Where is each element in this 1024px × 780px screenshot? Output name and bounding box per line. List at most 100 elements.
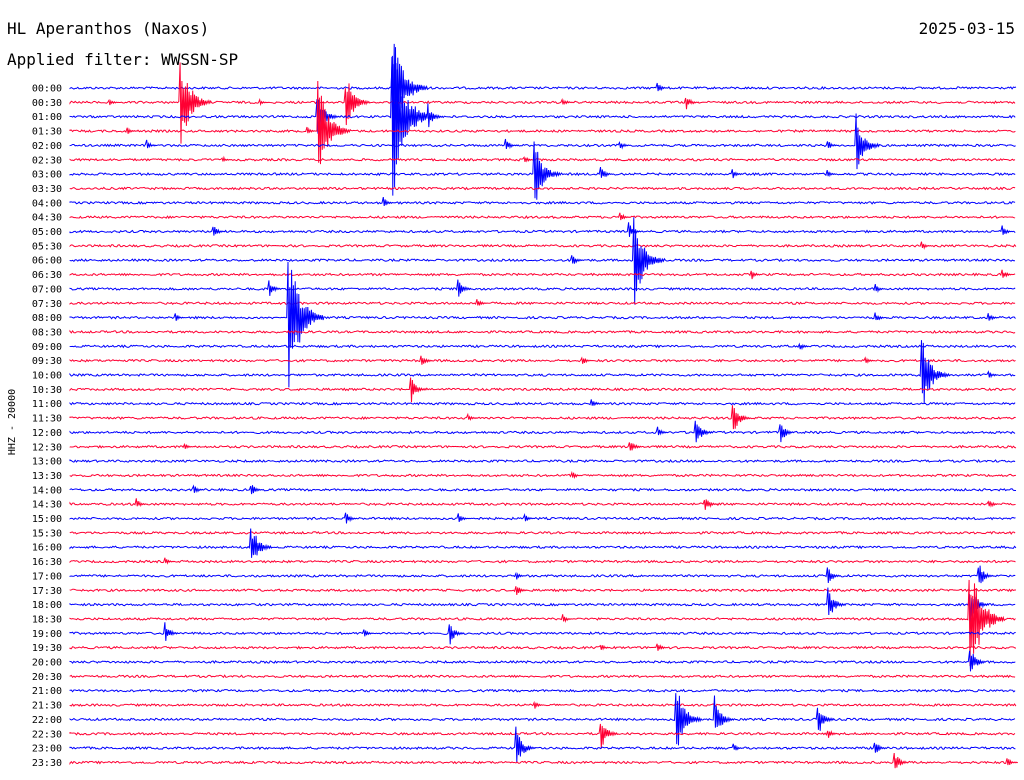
row-label: 04:30 — [32, 213, 62, 224]
trace-row-1730 — [69, 586, 1017, 596]
row-label: 15:00 — [32, 514, 62, 525]
row-label: 12:30 — [32, 442, 62, 453]
row-label: 17:00 — [32, 571, 62, 582]
trace-row-2100 — [69, 688, 1016, 693]
row-label: 08:30 — [32, 327, 62, 338]
trace-row-1200 — [69, 420, 1016, 443]
row-label: 04:00 — [32, 198, 62, 209]
trace-row-1600 — [69, 528, 1017, 558]
date-label: 2025-03-15 — [918, 19, 1015, 38]
row-label: 20:30 — [32, 672, 62, 683]
trace-row-1900 — [69, 622, 1016, 645]
trace-row-1430 — [69, 498, 1016, 510]
row-label: 07:00 — [32, 284, 62, 295]
trace-row-0500 — [69, 222, 1016, 237]
trace-row-1500 — [69, 512, 1016, 524]
trace-row-0600 — [69, 217, 1016, 305]
trace-row-0400 — [69, 196, 1016, 206]
station-title: HL Aperanthos (Naxos) — [7, 19, 210, 38]
row-label: 07:30 — [32, 299, 62, 310]
row-label: 00:00 — [32, 84, 62, 95]
row-label: 08:00 — [32, 313, 62, 324]
row-label: 21:30 — [32, 701, 62, 712]
trace-row-1230 — [69, 442, 1017, 451]
trace-row-2130 — [69, 700, 1017, 709]
trace-row-0230 — [69, 155, 1016, 163]
y-axis-label: HHZ - 20000 — [7, 389, 18, 455]
row-label: 23:00 — [32, 744, 62, 755]
trace-row-0830 — [69, 329, 1016, 334]
row-label: 12:00 — [32, 428, 62, 439]
row-label: 21:00 — [32, 686, 62, 697]
trace-row-1800 — [69, 587, 1016, 624]
trace-row-2000 — [69, 650, 1016, 672]
trace-row-0030 — [69, 62, 1016, 144]
row-label: 09:00 — [32, 342, 62, 353]
row-label: 00:30 — [32, 98, 62, 109]
trace-row-0900 — [69, 342, 1017, 351]
trace-row-1300 — [69, 459, 1016, 463]
trace-row-1830 — [69, 579, 1016, 667]
row-labels: 00:00 00:30 01:00 01:30 02:00 02:30 03:00 03:30… — [32, 84, 62, 769]
trace-row-1930 — [69, 643, 1017, 651]
row-label: 11:30 — [32, 414, 62, 425]
row-label: 16:00 — [32, 543, 62, 554]
trace-row-1000 — [69, 340, 1016, 404]
row-label: 15:30 — [32, 528, 62, 539]
row-label: 19:00 — [32, 629, 62, 640]
trace-row-2330 — [69, 752, 1018, 769]
row-label: 11:00 — [32, 399, 62, 410]
trace-row-0130 — [69, 80, 1016, 165]
row-label: 17:30 — [32, 586, 62, 597]
trace-row-1700 — [69, 565, 1016, 584]
row-label: 02:30 — [32, 155, 62, 166]
trace-row-0700 — [69, 279, 1016, 297]
row-label: 14:00 — [32, 485, 62, 496]
row-label: 18:30 — [32, 614, 62, 625]
trace-row-1130 — [69, 405, 1016, 430]
trace-row-2300 — [69, 726, 1016, 763]
row-label: 10:00 — [32, 371, 62, 382]
row-label: 01:00 — [32, 112, 62, 123]
row-label: 02:00 — [32, 141, 62, 152]
trace-row-2200 — [69, 693, 1016, 746]
row-label: 20:00 — [32, 658, 62, 669]
trace-row-2230 — [69, 723, 1016, 749]
trace-row-0930 — [69, 355, 1016, 365]
trace-row-0630 — [69, 269, 1016, 280]
row-label: 01:30 — [32, 127, 62, 138]
row-label: 09:30 — [32, 356, 62, 367]
row-label: 22:30 — [32, 729, 62, 740]
trace-row-0800 — [69, 261, 1016, 388]
trace-row-0330 — [69, 186, 1016, 191]
row-label: 03:00 — [32, 170, 62, 181]
row-label: 05:30 — [32, 241, 62, 252]
trace-row-1530 — [69, 530, 1016, 535]
row-label: 05:00 — [32, 227, 62, 238]
trace-row-2030 — [69, 674, 1016, 679]
trace-rows — [69, 43, 1018, 769]
row-label: 14:30 — [32, 500, 62, 511]
trace-row-0200 — [69, 113, 1016, 170]
row-label: 18:00 — [32, 600, 62, 611]
trace-row-0730 — [69, 299, 1016, 306]
trace-row-0530 — [69, 241, 1017, 250]
row-label: 19:30 — [32, 643, 62, 654]
row-label: 23:30 — [32, 758, 62, 769]
trace-row-0300 — [69, 141, 1016, 200]
trace-row-1100 — [69, 399, 1016, 406]
trace-row-0000 — [69, 43, 1017, 140]
trace-row-1330 — [69, 470, 1016, 480]
trace-row-0100 — [69, 47, 1016, 196]
row-label: 06:30 — [32, 270, 62, 281]
trace-row-1400 — [69, 484, 1017, 495]
trace-row-1630 — [69, 557, 1016, 565]
row-label: 16:30 — [32, 557, 62, 568]
trace-row-0430 — [69, 212, 1016, 221]
row-label: 10:30 — [32, 385, 62, 396]
trace-row-1030 — [69, 377, 1017, 403]
row-label: 22:00 — [32, 715, 62, 726]
row-label: 06:00 — [32, 256, 62, 267]
row-label: 13:00 — [32, 457, 62, 468]
